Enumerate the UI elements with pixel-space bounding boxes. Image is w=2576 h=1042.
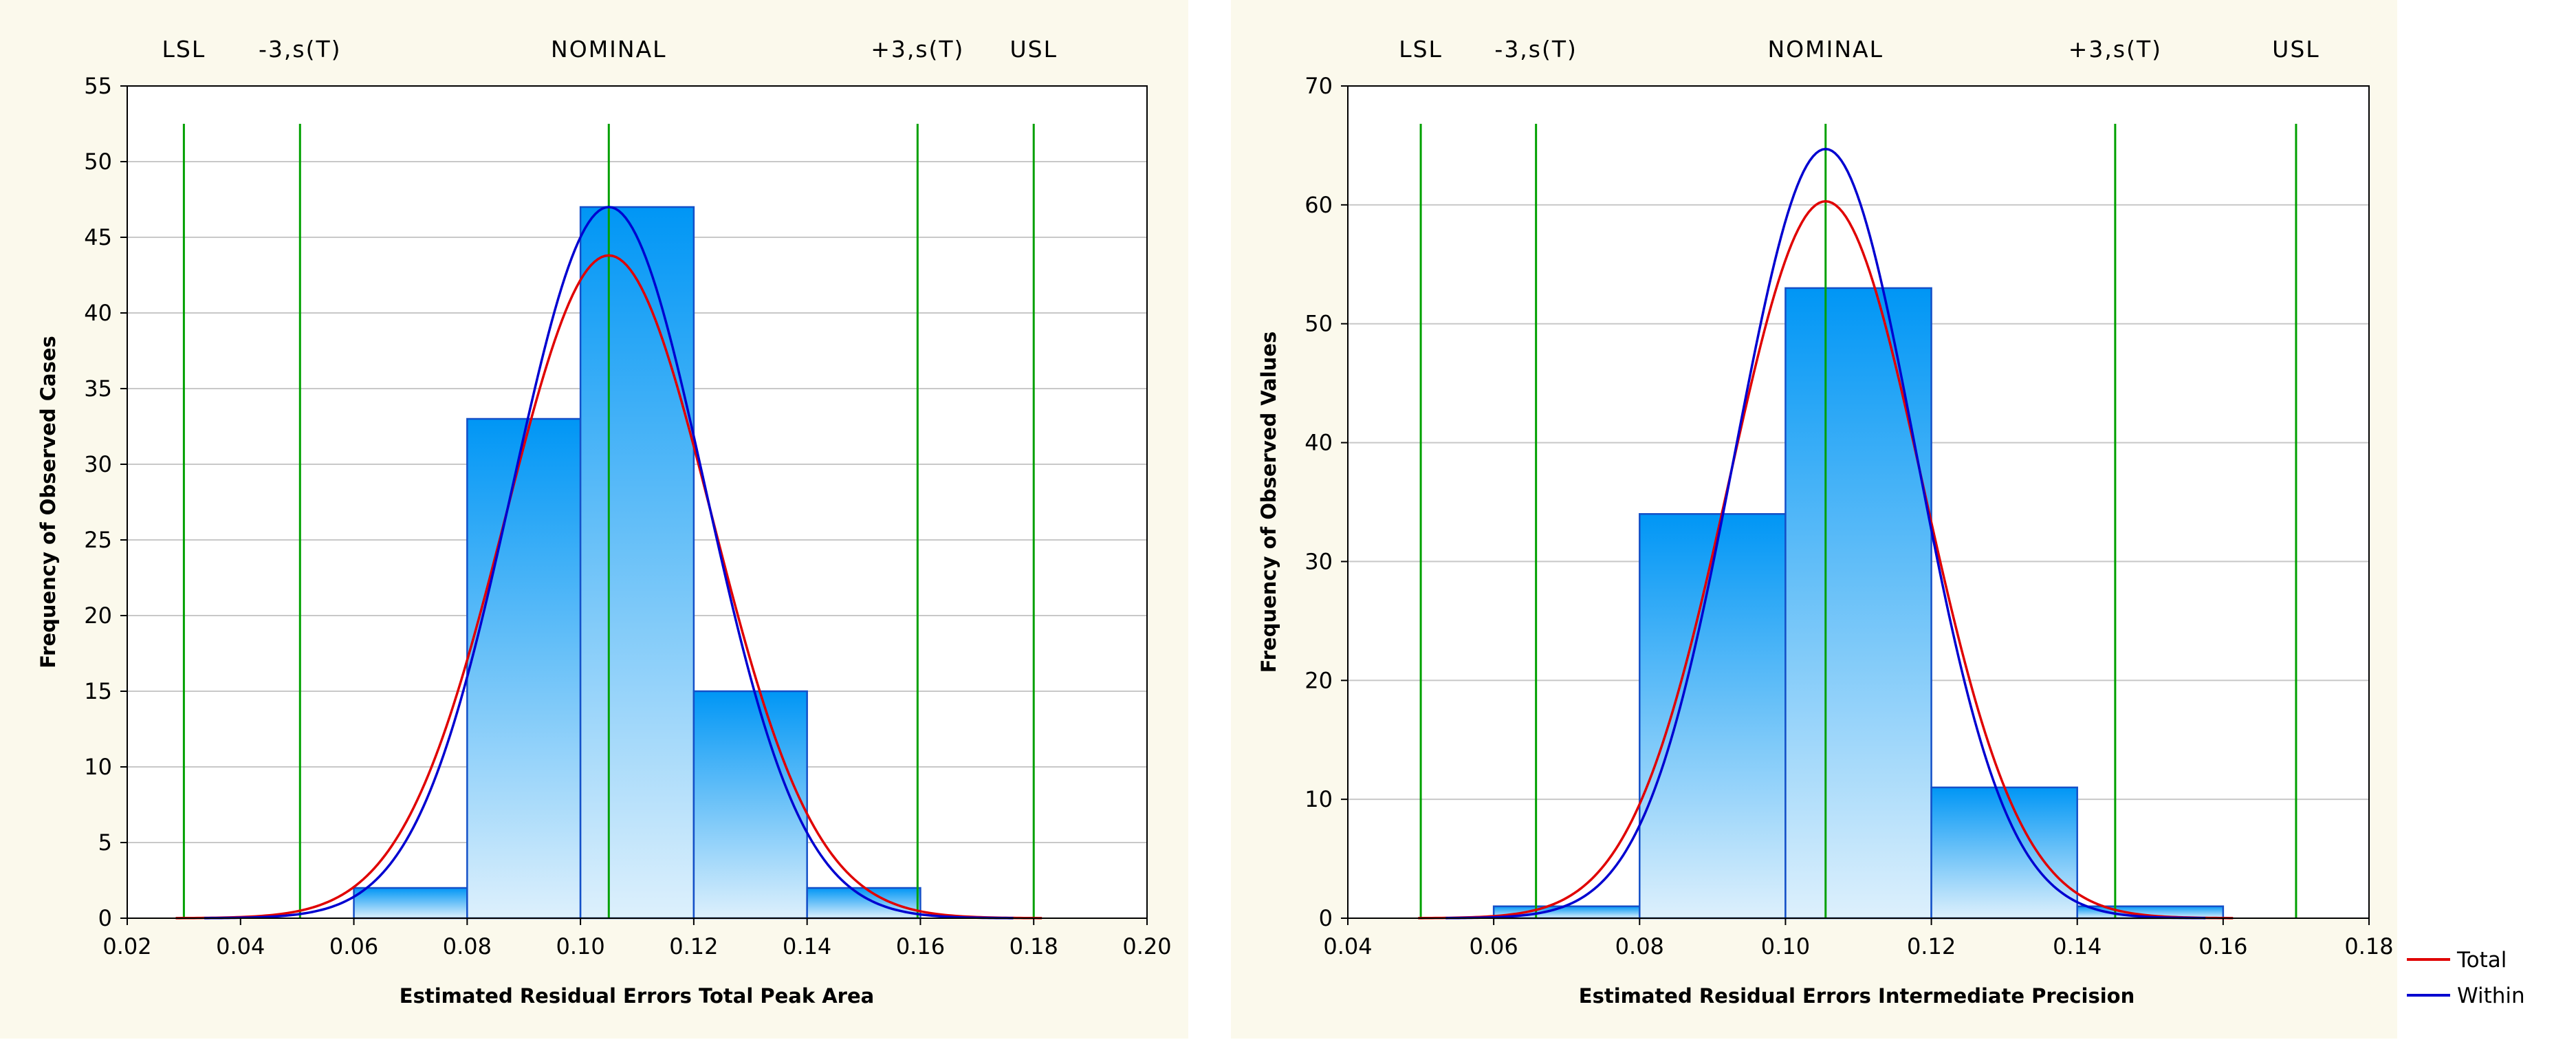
panel-2-bars (1492, 287, 2225, 920)
histogram-bar (579, 206, 695, 920)
x-tick-label: 0.14 (783, 933, 831, 959)
y-tick-label: 20 (1305, 667, 1333, 693)
spec-label: +3,s(T) (871, 36, 964, 63)
y-tick-label: 40 (84, 300, 112, 326)
y-tick-label: 55 (84, 73, 112, 99)
histogram-bar (466, 417, 582, 920)
x-tick-label: 0.16 (896, 933, 945, 959)
legend-within-label: Within (2457, 984, 2525, 1008)
x-tick-label: 0.16 (2198, 933, 2247, 959)
histogram-bar (353, 887, 468, 920)
panel-2-spec-labels: LSL -3,s(T) NOMINAL +3,s(T) USL (1399, 36, 2320, 63)
panel-1-spec-lines (182, 124, 1035, 918)
spec-label: -3,s(T) (259, 36, 342, 63)
y-tick-label: 5 (98, 829, 112, 856)
total-normal-curve (175, 254, 1043, 920)
y-tick-label: 30 (84, 451, 112, 477)
x-tick-label: 0.20 (1122, 933, 1171, 959)
spec-label: -3,s(T) (1494, 36, 1578, 63)
spec-label: +3,s(T) (2069, 36, 2162, 63)
panel-2-x-ticks: 0.04 0.06 0.08 0.10 0.12 0.14 0.16 0.18 (1323, 918, 2394, 959)
spec-label: USL (2272, 36, 2320, 63)
x-tick-label: 0.12 (1907, 933, 1956, 959)
y-tick-label: 10 (84, 754, 112, 780)
y-tick-label: 20 (84, 603, 112, 629)
x-tick-label: 0.12 (669, 933, 718, 959)
panel-1-x-axis-title: Estimated Residual Errors Total Peak Are… (400, 984, 874, 1008)
y-tick-label: 50 (1305, 311, 1333, 337)
x-tick-label: 0.08 (1615, 933, 1664, 959)
y-tick-label: 45 (84, 224, 112, 250)
y-tick-label: 0 (98, 905, 112, 931)
panel-2-curves (1418, 147, 2234, 920)
x-tick-label: 0.06 (1470, 933, 1518, 959)
panel-2-x-axis-title: Estimated Residual Errors Intermediate P… (1579, 984, 2135, 1008)
spec-label: LSL (162, 36, 206, 63)
spec-label: NOMINAL (551, 36, 667, 63)
histogram-bar (1639, 513, 1787, 920)
x-tick-label: 0.08 (443, 933, 492, 959)
x-tick-label: 0.06 (329, 933, 378, 959)
x-tick-label: 0.18 (2344, 933, 2393, 959)
histogram-bar (806, 887, 921, 920)
panel-2-plot-frame (1347, 85, 2370, 919)
spec-label: NOMINAL (1768, 36, 1884, 63)
panel-1-spec-labels: LSL -3,s(T) NOMINAL +3,s(T) USL (162, 36, 1058, 63)
panel-2-spec-lines (1419, 124, 2297, 918)
x-tick-label: 0.18 (1009, 933, 1058, 959)
panel-1-y-ticks: 0 5 10 15 20 25 30 35 40 45 50 55 (84, 73, 127, 931)
x-tick-label: 0.02 (102, 933, 151, 959)
panel-2-y-ticks: 0 10 20 30 40 50 60 70 (1305, 73, 1348, 931)
x-tick-label: 0.10 (1761, 933, 1810, 959)
y-tick-label: 25 (84, 527, 112, 553)
x-tick-label: 0.10 (556, 933, 604, 959)
y-tick-label: 10 (1305, 786, 1333, 812)
histogram-bar (1784, 287, 1932, 920)
within-normal-curve (204, 206, 1014, 920)
y-tick-label: 35 (84, 376, 112, 402)
y-tick-label: 30 (1305, 548, 1333, 574)
y-tick-label: 60 (1305, 192, 1333, 218)
y-tick-label: 40 (1305, 430, 1333, 456)
spec-label: LSL (1399, 36, 1443, 63)
chart-panel-2: 0.04 0.06 0.08 0.10 0.12 0.14 0.16 0.18 0 10 20 30… (1231, 0, 2397, 1039)
legend-total-label: Total (2456, 948, 2507, 973)
spec-label: USL (1009, 36, 1058, 63)
legend: Total Within (2407, 948, 2525, 1008)
y-tick-label: 70 (1305, 73, 1333, 99)
x-tick-label: 0.04 (1323, 933, 1372, 959)
panel-1-bars (353, 206, 921, 920)
y-tick-label: 0 (1319, 905, 1333, 931)
y-tick-label: 15 (84, 678, 112, 704)
x-tick-label: 0.14 (2053, 933, 2102, 959)
chart-panel-1: 0.02 0.04 0.06 0.08 0.10 0.12 0.14 0.16 0.18 0.20… (0, 0, 1188, 1039)
total-normal-curve (1418, 199, 2234, 920)
panel-1-y-axis-title: Frequency of Observed Cases (36, 336, 60, 669)
x-tick-label: 0.04 (216, 933, 265, 959)
panel-1-x-ticks: 0.02 0.04 0.06 0.08 0.10 0.12 0.14 0.16 0.18 0.20 (102, 918, 1172, 959)
histogram-bar (692, 690, 808, 920)
panel-1-curves (175, 206, 1043, 920)
panel-2-y-axis-title: Frequency of Observed Values (1257, 332, 1280, 673)
within-normal-curve (1445, 147, 2206, 920)
y-tick-label: 50 (84, 149, 112, 175)
panel-1-plot-frame (127, 85, 1148, 919)
